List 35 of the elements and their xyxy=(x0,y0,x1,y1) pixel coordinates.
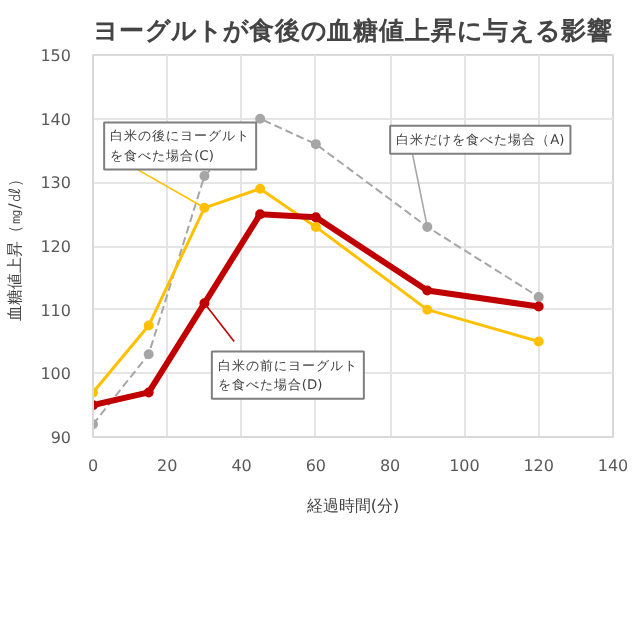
point xyxy=(533,336,544,347)
y-tick-label: 110 xyxy=(40,301,72,320)
point xyxy=(533,301,544,312)
y-tick-label: 120 xyxy=(40,238,72,256)
point xyxy=(422,221,433,232)
y-tick-label: 150 xyxy=(40,47,72,65)
point xyxy=(199,202,210,213)
x-tick-label: 140 xyxy=(597,457,629,475)
point xyxy=(310,221,321,232)
chart-title: ヨーグルトが食後の血糖値上昇に与える影響 xyxy=(93,15,613,45)
y-tick-label: 90 xyxy=(50,429,72,447)
point xyxy=(422,304,433,315)
point xyxy=(533,291,544,302)
x-tick-label: 0 xyxy=(87,457,99,475)
x-tick-label: 120 xyxy=(523,457,555,475)
point xyxy=(255,209,266,220)
x-tick-label: 80 xyxy=(379,457,401,475)
x-tick-label: 20 xyxy=(157,457,178,475)
y-tick-label: 140 xyxy=(40,110,72,129)
y-tick-label: 100 xyxy=(40,365,72,384)
point xyxy=(199,170,210,181)
y-tick-label: 130 xyxy=(40,174,72,193)
y-axis-title: 血糖値上昇（㎎/㎗） xyxy=(6,171,25,321)
point xyxy=(255,113,266,124)
point xyxy=(310,212,321,223)
point xyxy=(143,387,154,398)
x-tick-label: 100 xyxy=(449,457,480,475)
point xyxy=(143,349,154,360)
x-axis-title: 経過時間(分) xyxy=(304,497,400,515)
point xyxy=(422,285,433,296)
point xyxy=(143,320,154,331)
x-tick-label: 40 xyxy=(231,457,252,475)
x-tick-label: 60 xyxy=(305,457,327,475)
point xyxy=(255,183,266,194)
point xyxy=(310,139,321,150)
